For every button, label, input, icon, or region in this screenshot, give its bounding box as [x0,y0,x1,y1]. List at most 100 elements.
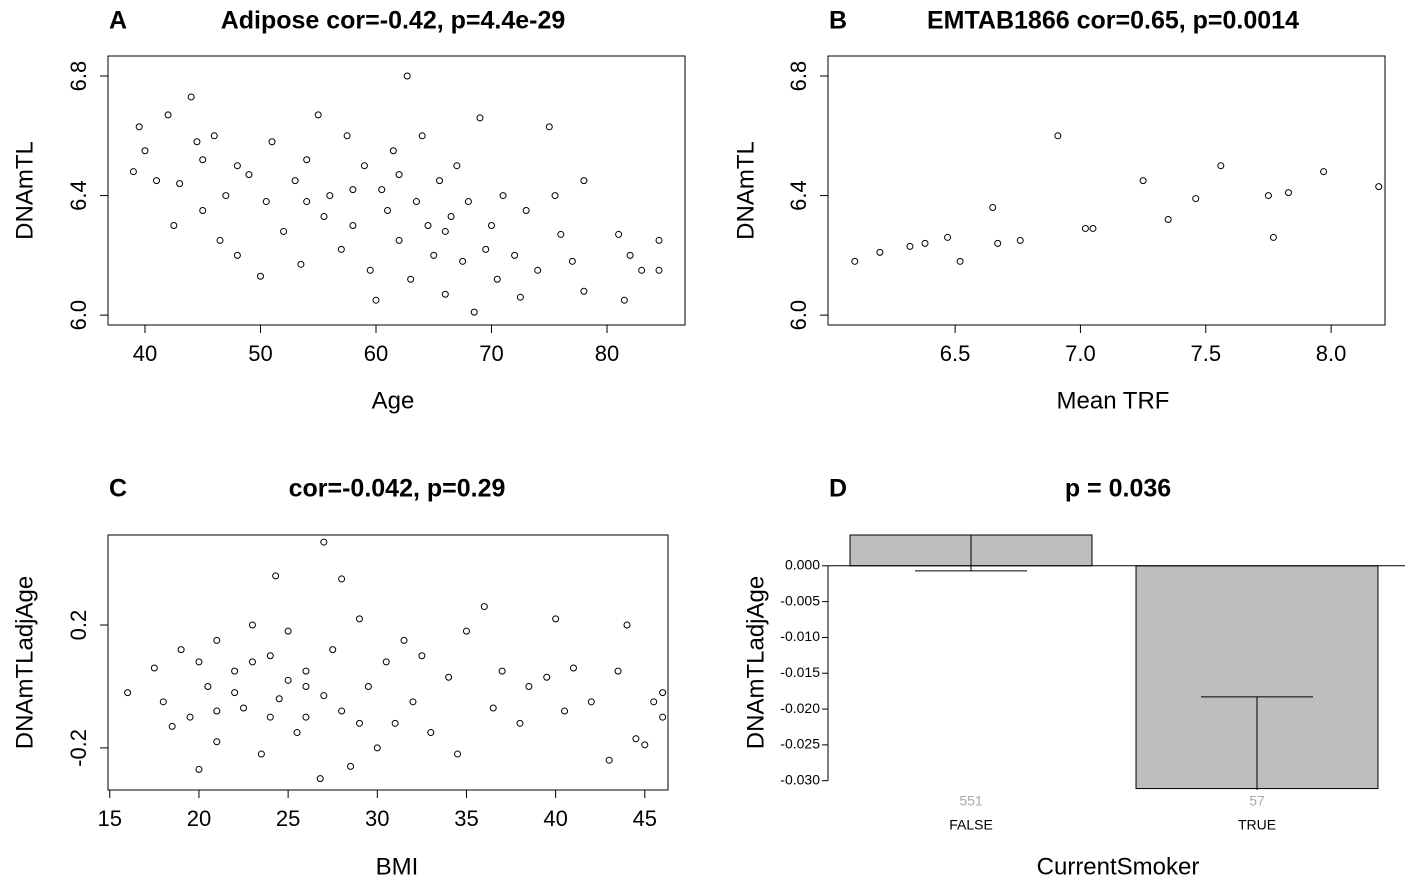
point [1217,162,1225,170]
point [213,707,221,715]
chart-title: Adipose cor=-0.42, p=4.4e-29 [221,7,566,35]
point [568,257,576,265]
y-tick-label: 6.0 [786,300,811,331]
point [233,162,241,170]
point [337,245,345,253]
point [459,257,467,265]
panel-label: A [109,7,127,35]
point [436,177,444,185]
point [216,236,224,244]
point [476,114,484,122]
point [407,275,415,283]
point [906,242,914,250]
point [851,257,859,265]
point [199,207,207,215]
point [349,221,357,229]
point [659,713,667,721]
point [338,575,346,583]
x-tick-label: 40 [543,806,567,831]
y-axis-label: DNAmTL [732,141,759,240]
point [153,177,161,185]
y-tick-label: 6.8 [66,61,91,92]
point [453,162,461,170]
error-bar [915,535,1027,572]
plot-box [107,55,686,326]
point [1081,224,1089,232]
point [488,221,496,229]
point [275,695,283,703]
point [650,698,658,706]
point [498,667,506,675]
point [989,204,997,212]
point [231,667,239,675]
y-tick-label: -0.025 [780,736,820,752]
point [338,707,346,715]
point [1089,224,1097,232]
point [193,138,201,146]
point [569,664,577,672]
point [297,260,305,268]
point [293,729,301,737]
y-axis-label: DNAmTL [11,141,38,240]
point [303,198,311,206]
point [1264,192,1272,200]
point [620,296,628,304]
x-tick-label: 25 [276,806,300,831]
x-tick-label: FALSE [949,817,993,833]
point [1375,183,1383,191]
point [262,198,270,206]
point [626,251,634,259]
point [430,251,438,259]
x-tick-label: 50 [248,341,272,366]
point [355,719,363,727]
x-tick-label: 7.5 [1190,341,1221,366]
point [266,652,274,660]
point [655,236,663,244]
point [1016,236,1024,244]
point [632,735,640,743]
y-tick-label: -0.005 [780,592,820,608]
point [614,667,622,675]
point [395,236,403,244]
point [382,658,390,666]
y-tick-label: 6.4 [66,180,91,211]
point [199,156,207,164]
point [129,168,137,176]
y-tick-label: -0.010 [780,628,820,644]
point [1054,132,1062,140]
point [480,603,488,611]
point [204,682,212,690]
point [159,698,167,706]
point [493,275,501,283]
point [326,192,334,200]
x-tick-label: TRUE [1238,817,1276,833]
point [231,689,239,697]
point [187,93,195,101]
point [516,719,524,727]
point [164,111,172,119]
point [366,266,374,274]
y-tick-label: -0.2 [66,729,91,767]
point [320,692,328,700]
x-axis-label: BMI [376,853,419,880]
point [1164,215,1172,223]
y-tick-label: -0.020 [780,700,820,716]
point [418,132,426,140]
point [994,239,1002,247]
point [445,673,453,681]
point [349,186,357,194]
point [302,713,310,721]
point [170,221,178,229]
point [316,775,324,783]
point [213,636,221,644]
x-tick-label: 35 [454,806,478,831]
x-tick-label: 45 [633,806,657,831]
point [302,682,310,690]
x-tick-label: 6.5 [940,341,971,366]
point [557,230,565,238]
x-axis-label: Age [372,387,415,414]
point [561,707,569,715]
point [355,615,363,623]
point [257,750,265,758]
point [511,251,519,259]
